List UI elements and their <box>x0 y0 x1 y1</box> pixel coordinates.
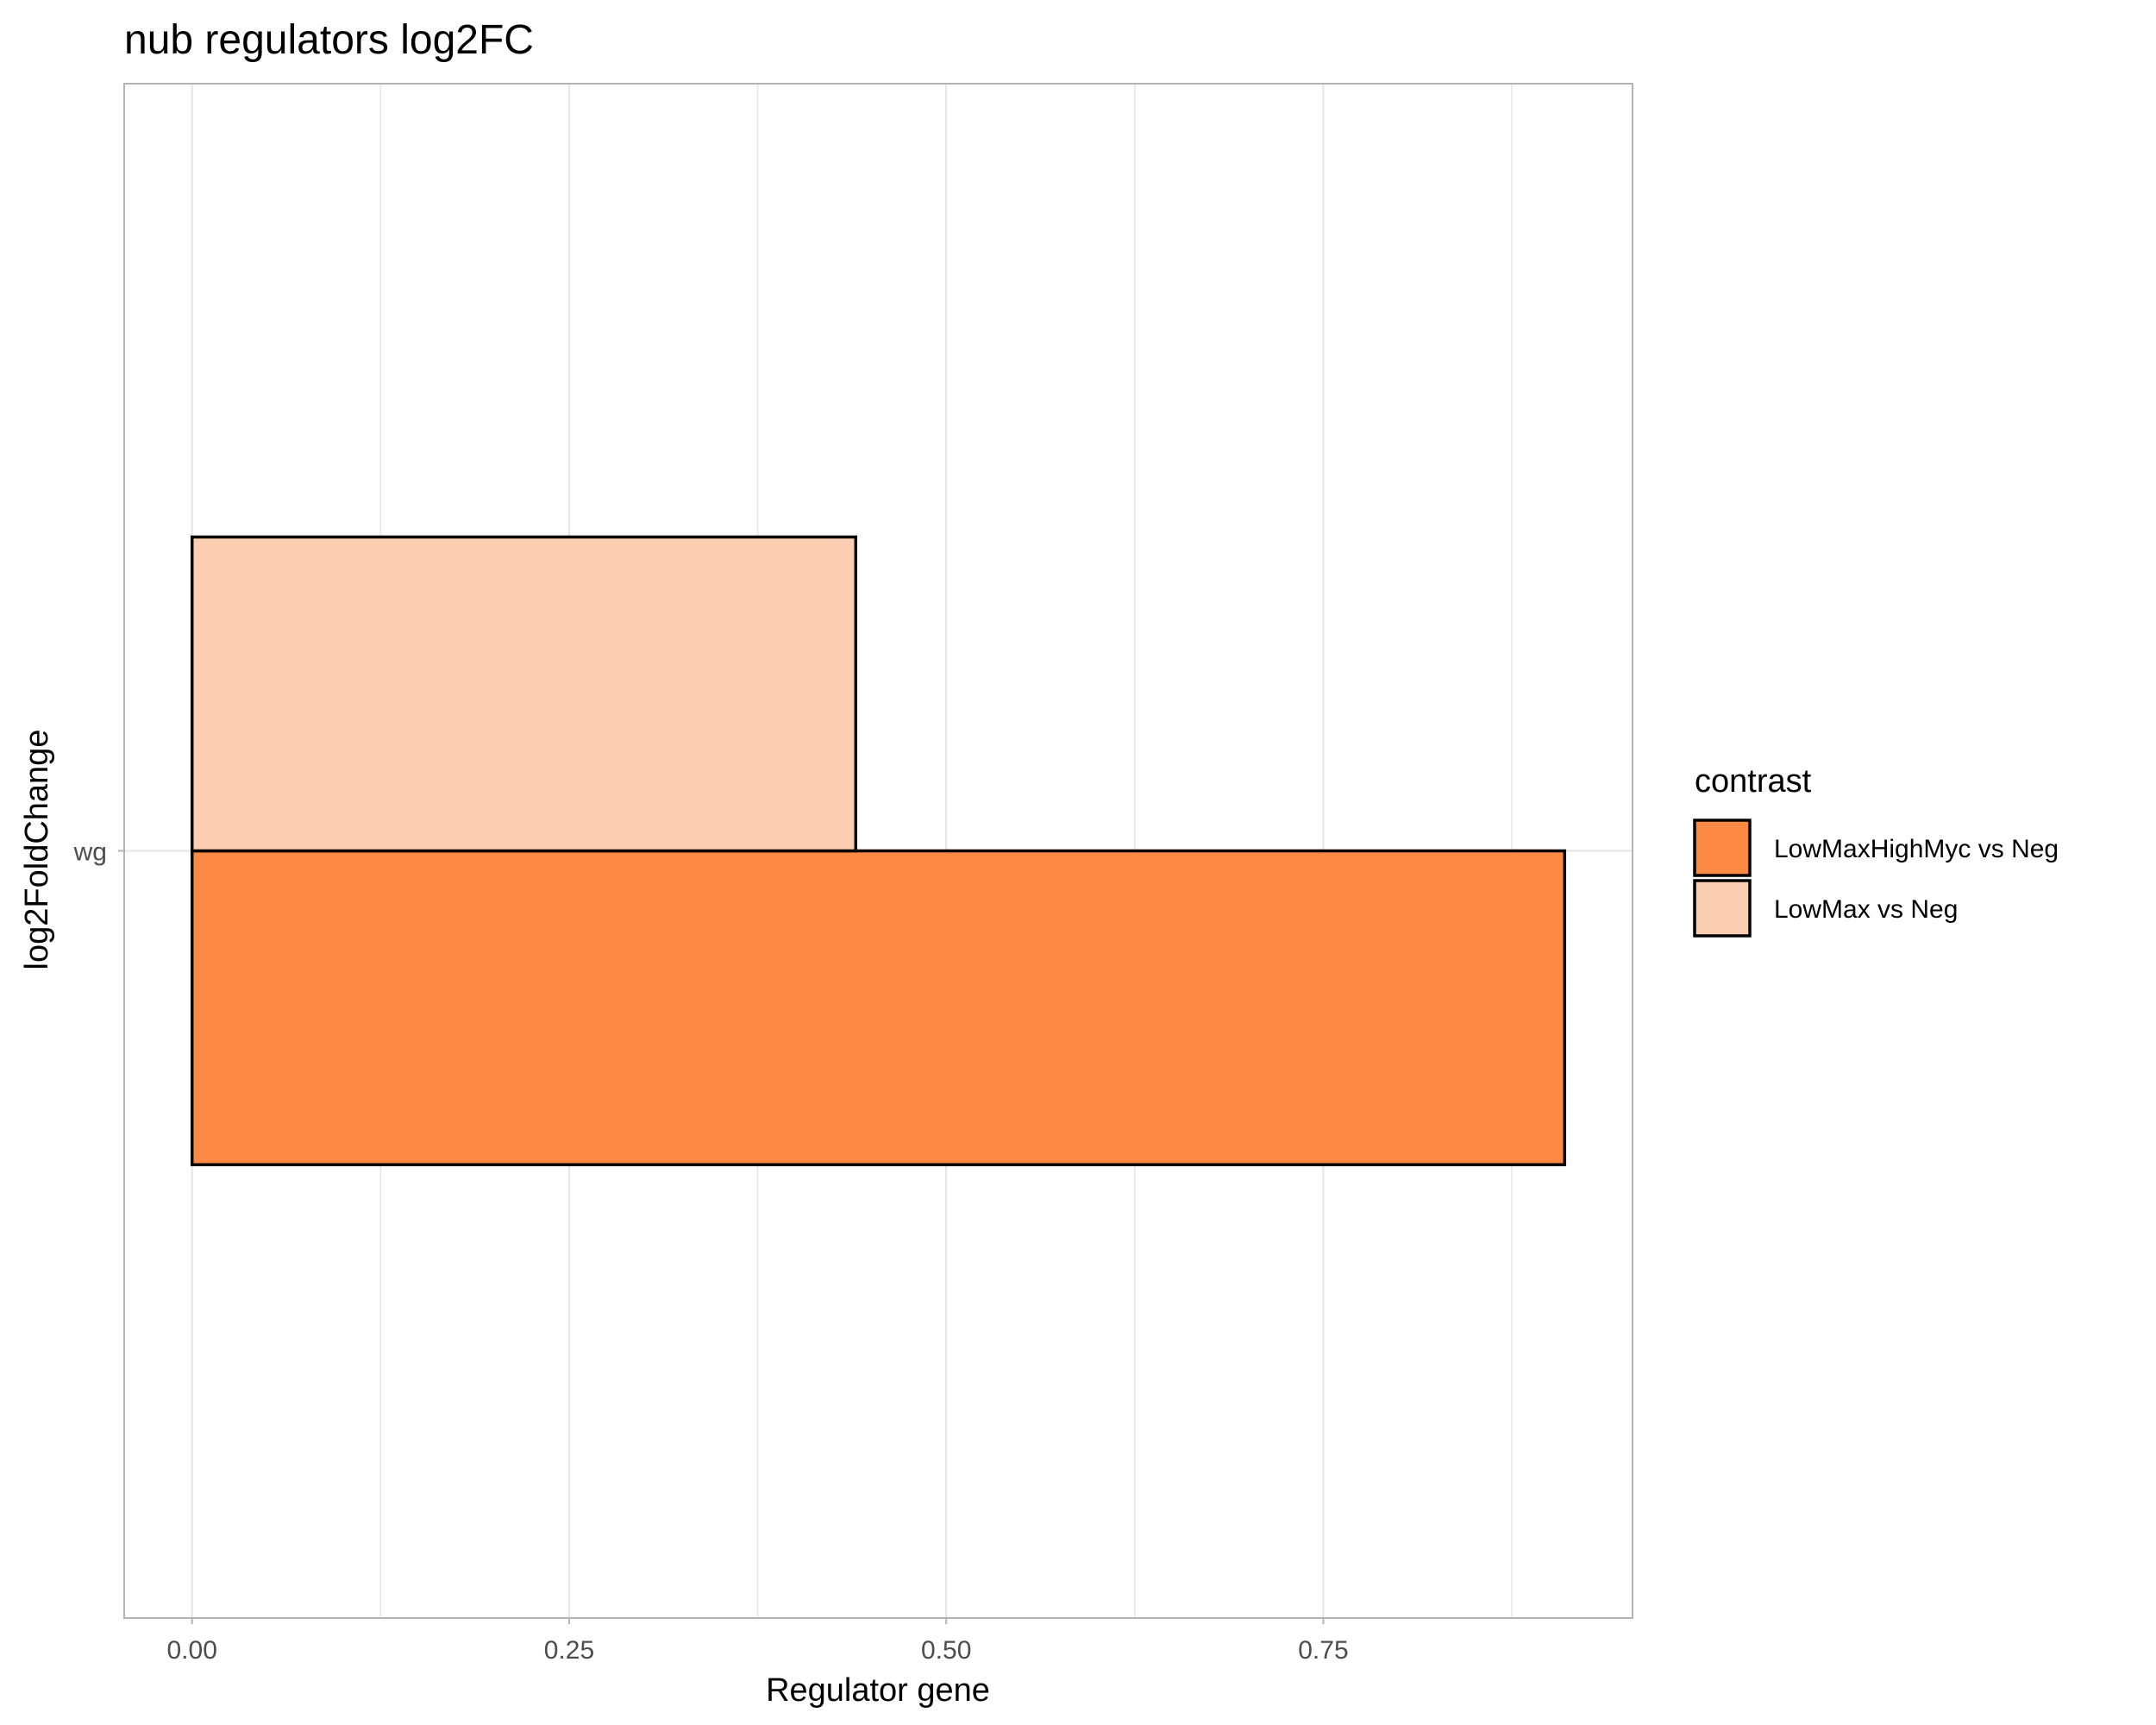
x-axis-ticks: 0.00 0.25 0.50 0.75 <box>167 1618 1349 1665</box>
bars <box>190 535 1567 1167</box>
x-tick-label: 0.75 <box>1298 1636 1348 1665</box>
y-axis-title: log2FoldChange <box>19 730 55 970</box>
bar <box>190 849 1567 1167</box>
bar <box>190 535 858 853</box>
x-tick-label: 0.50 <box>921 1636 971 1665</box>
y-axis-ticks: wg <box>73 838 124 867</box>
legend-key <box>1693 879 1752 938</box>
x-axis-title: Regulator gene <box>766 1672 990 1709</box>
legend-key <box>1693 819 1752 877</box>
legend: contrast LowMaxHighMyc vs Neg LowMax vs N… <box>1693 763 2059 938</box>
x-tick-label: 0.00 <box>167 1636 217 1665</box>
chart-title: nub regulators log2FC <box>124 17 534 63</box>
y-tick-label: wg <box>73 838 107 867</box>
legend-label: LowMaxHighMyc vs Neg <box>1774 835 2059 863</box>
legend-title: contrast <box>1695 763 1812 800</box>
x-tick-label: 0.25 <box>544 1636 594 1665</box>
legend-label: LowMax vs Neg <box>1774 895 1958 924</box>
